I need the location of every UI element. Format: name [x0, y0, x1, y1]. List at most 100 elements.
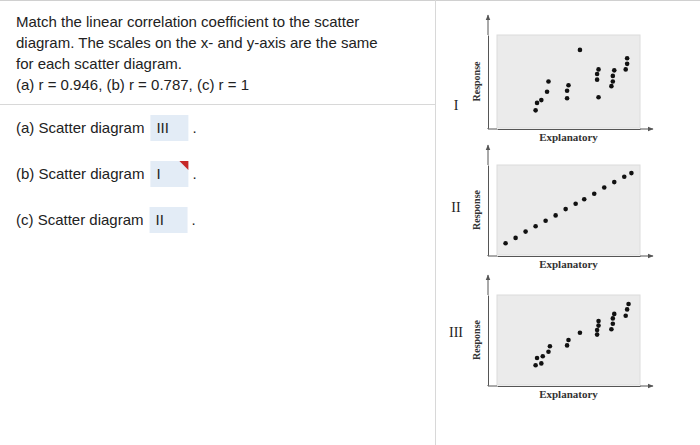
point: [595, 332, 600, 337]
point: [546, 79, 551, 84]
y-axis-arrow: [488, 275, 489, 295]
point: [611, 79, 616, 84]
point: [596, 67, 601, 72]
point: [625, 56, 630, 61]
y-axis: [488, 296, 489, 386]
x-axis-arrow: [488, 386, 497, 387]
x-axis-line: [498, 129, 641, 130]
answer-choice: II: [156, 211, 164, 228]
point: [612, 180, 617, 185]
point: [533, 108, 538, 113]
x-axis: [498, 129, 641, 130]
point: [523, 229, 528, 234]
point: [565, 89, 570, 94]
scatter-chart: III Response Explanatory: [449, 275, 653, 400]
point: [566, 83, 571, 88]
points: [533, 48, 629, 113]
y-axis: [488, 166, 489, 256]
point: [609, 327, 614, 332]
point: [623, 67, 628, 72]
plot-background: [497, 295, 640, 385]
scatter-chart: II Response Explanatory: [451, 145, 653, 270]
y-axis-title: Response: [471, 61, 482, 102]
x-axis-arrow: [640, 256, 653, 257]
point: [611, 74, 616, 79]
point: [573, 201, 578, 206]
point: [535, 356, 540, 361]
point: [565, 96, 570, 101]
top-border: [0, 0, 700, 1]
answer-box[interactable]: [150, 207, 188, 233]
point: [535, 101, 540, 106]
y-axis-line: [488, 36, 489, 129]
question-line: Match the linear correlation coefficient…: [16, 13, 359, 30]
plot-background: [497, 35, 640, 128]
point: [539, 361, 544, 366]
plot-background: [497, 165, 640, 255]
answer-label: (c) Scatter diagram: [16, 211, 144, 228]
point: [595, 77, 600, 82]
y-axis-line: [488, 166, 489, 256]
answer-end: .: [192, 165, 196, 182]
x-axis-arrow: [488, 256, 497, 257]
point: [611, 316, 616, 321]
point: [545, 89, 550, 94]
answer-label: (a) Scatter diagram: [16, 119, 144, 136]
point: [546, 349, 551, 354]
answer-label: (b) Scatter diagram: [16, 165, 144, 182]
y-axis-arrow: [488, 385, 489, 386]
point: [612, 312, 617, 317]
x-axis-line: [498, 256, 641, 257]
answer-choice: III: [156, 119, 169, 136]
point: [596, 95, 601, 100]
point: [503, 241, 508, 246]
point: [626, 302, 631, 307]
point: [595, 328, 600, 333]
x-axis-line: [498, 386, 641, 387]
chart-title: III: [449, 325, 463, 340]
point: [629, 171, 634, 176]
point: [539, 98, 544, 103]
point: [622, 174, 627, 179]
answer-end: .: [192, 119, 196, 136]
point: [623, 313, 628, 318]
point: [578, 331, 583, 336]
point: [625, 62, 630, 67]
point: [533, 224, 538, 229]
point: [540, 354, 545, 359]
answer-box[interactable]: [150, 161, 188, 187]
point: [609, 84, 614, 89]
x-axis-arrow: [640, 129, 653, 130]
y-axis-arrow: [488, 128, 489, 129]
x-axis: [498, 386, 641, 387]
point: [611, 322, 616, 327]
chart-title: I: [454, 98, 459, 113]
answer-end: .: [192, 211, 196, 228]
page: Match the linear correlation coefficient…: [0, 0, 700, 445]
question-line: for each scatter diagram.: [16, 55, 182, 72]
x-axis-title: Explanatory: [539, 258, 598, 270]
y-axis-title: Response: [471, 319, 482, 360]
question-line: (a) r = 0.946, (b) r = 0.787, (c) r = 1: [16, 76, 249, 93]
y-axis-arrow: [488, 15, 489, 35]
y-axis-arrow: [488, 145, 489, 165]
x-axis-arrow: [640, 386, 653, 387]
point: [513, 236, 518, 241]
point: [625, 307, 630, 312]
x-axis-arrow: [488, 129, 497, 130]
chart-title: II: [451, 200, 461, 215]
scatter-chart: IResponseExplanatory: [454, 15, 653, 143]
y-axis-arrow: [488, 255, 489, 256]
x-axis: [498, 256, 641, 257]
point: [596, 319, 601, 324]
point: [612, 68, 617, 73]
y-axis-title: Response: [471, 189, 482, 230]
answer-box[interactable]: [150, 115, 188, 141]
point: [592, 192, 597, 197]
point: [565, 343, 570, 348]
point: [595, 72, 600, 77]
x-axis-title: Explanatory: [539, 388, 598, 400]
points: [533, 302, 631, 368]
point: [548, 344, 553, 349]
point: [578, 48, 583, 53]
